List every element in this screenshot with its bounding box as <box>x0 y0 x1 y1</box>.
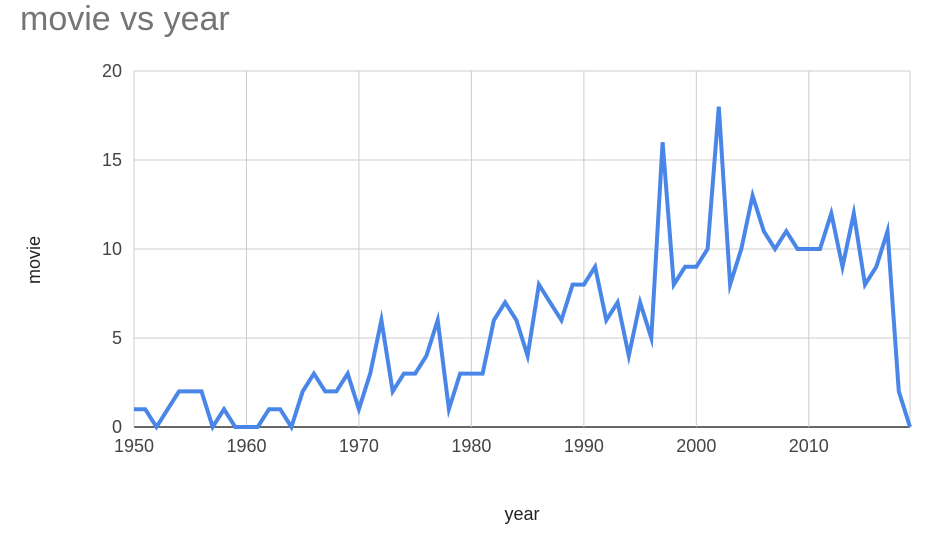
series-line <box>134 106 912 432</box>
x-tick-label: 1960 <box>226 436 266 456</box>
x-tick-label: 1980 <box>451 436 491 456</box>
y-axis-title: movie <box>24 236 44 284</box>
y-tick-label: 0 <box>112 417 122 437</box>
y-tick-label: 20 <box>102 61 122 81</box>
x-tick-label: 2000 <box>676 436 716 456</box>
x-tick-label: 2010 <box>789 436 829 456</box>
y-tick-label: 10 <box>102 239 122 259</box>
y-tick-label: 15 <box>102 150 122 170</box>
tick-labels: 0 5 10 15 20 1950 1960 1970 1980 1990 2000 2010 <box>102 61 829 456</box>
x-tick-label: 1950 <box>114 436 154 456</box>
gridlines <box>133 70 911 428</box>
x-tick-label: 1970 <box>339 436 379 456</box>
x-axis-title: year <box>504 504 539 524</box>
x-tick-label: 1990 <box>564 436 604 456</box>
y-tick-label: 5 <box>112 328 122 348</box>
series-layer <box>133 106 912 432</box>
chart-title: movie vs year <box>20 0 230 38</box>
